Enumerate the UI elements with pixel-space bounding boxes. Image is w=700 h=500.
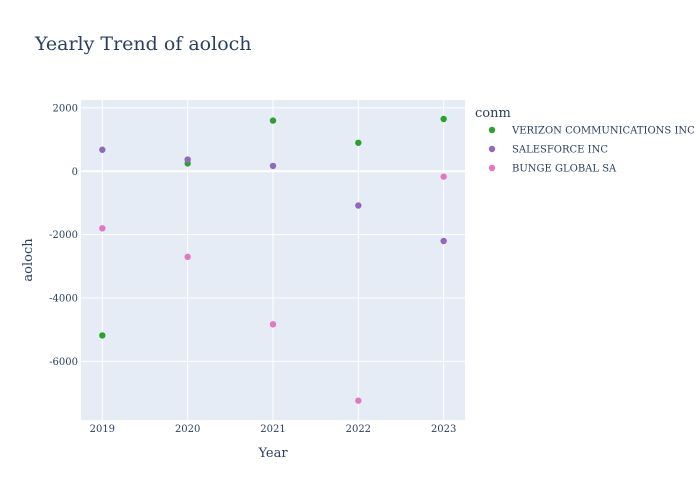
x-tick-label: 2021	[260, 424, 285, 435]
data-point	[355, 397, 362, 404]
chart-title: Yearly Trend of aoloch	[34, 33, 252, 55]
data-point	[440, 237, 447, 245]
data-point	[355, 202, 362, 209]
data-point	[184, 156, 191, 163]
x-tick-label: 2020	[175, 424, 200, 435]
data-point	[355, 139, 362, 146]
legend-entry: VERIZON COMMUNICATIONS INC	[511, 126, 695, 137]
x-tick-label: 2023	[431, 424, 456, 435]
data-point	[269, 162, 277, 170]
y-axis-title: aoloch	[21, 238, 36, 282]
data-point	[269, 117, 277, 124]
data-points	[99, 115, 447, 404]
data-point	[184, 253, 191, 261]
y-tick-label: -6000	[49, 357, 78, 368]
legend: conm VERIZON COMMUNICATIONS INC SALESFORC…	[475, 106, 695, 175]
axis-ticks: 2019 2020 2021 2022 2023 2000 0 -2000 -4000 -6000	[49, 103, 456, 435]
x-tick-label: 2022	[346, 424, 371, 435]
legend-entry: BUNGE GLOBAL SA	[512, 164, 617, 175]
data-point	[99, 332, 106, 339]
legend-marker	[488, 126, 496, 134]
x-axis-title: Year	[257, 446, 288, 461]
y-tick-label: 2000	[53, 103, 78, 114]
data-point	[440, 173, 447, 180]
x-tick-label: 2019	[90, 424, 115, 435]
legend-marker	[488, 145, 496, 153]
y-tick-label: 0	[72, 167, 78, 178]
legend-marker	[488, 164, 496, 172]
y-tick-label: -2000	[49, 230, 78, 241]
data-point	[99, 225, 106, 232]
data-point	[99, 146, 106, 153]
data-point	[269, 321, 277, 328]
legend-entry: SALESFORCE INC	[512, 145, 608, 156]
y-tick-label: -4000	[49, 294, 78, 305]
data-point	[440, 115, 447, 123]
legend-title: conm	[475, 106, 511, 121]
